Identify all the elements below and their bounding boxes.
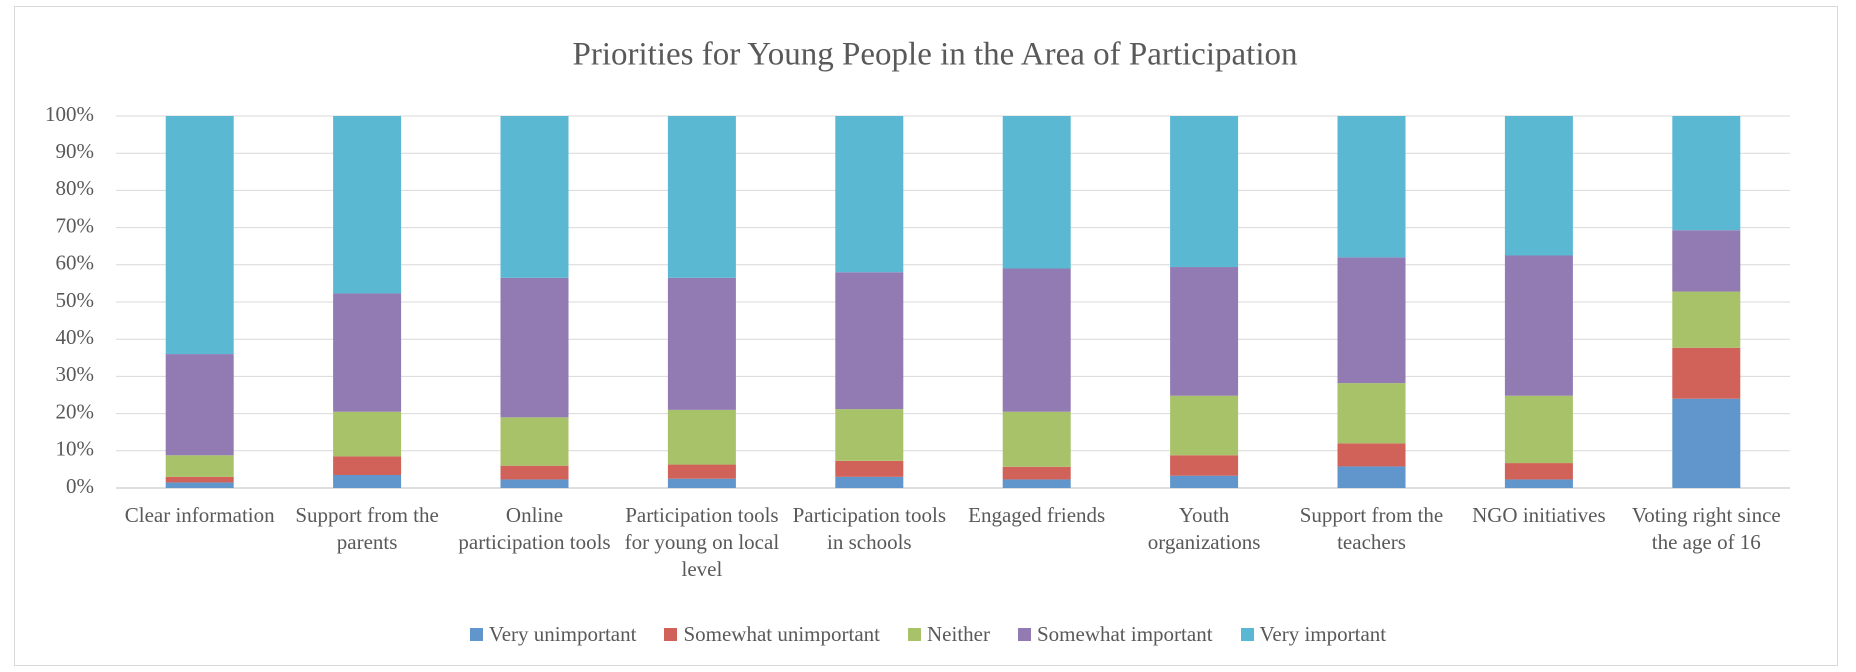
legend-swatch [1017, 628, 1031, 641]
legend-label: Very unimportant [488, 622, 637, 646]
x-tick-label: Youth organizations [1147, 503, 1261, 554]
y-tick-label: 10% [56, 437, 95, 461]
bar-segment [333, 456, 402, 475]
y-tick-label: 40% [56, 325, 95, 349]
bar-segment [667, 277, 736, 410]
bar-segment [500, 479, 569, 488]
bar-segment [1002, 411, 1071, 467]
bar-segment [165, 116, 234, 355]
x-tick-label: Online participation tools [458, 503, 611, 554]
bar-segment [1504, 116, 1573, 256]
bar-segment [165, 455, 234, 477]
bar-segment [1337, 466, 1406, 488]
bar-segment [333, 474, 402, 488]
bar-segment [1672, 116, 1741, 231]
y-tick-label: 80% [56, 176, 95, 200]
bar-segment [1170, 455, 1239, 476]
legend-item: Very unimportant [469, 622, 637, 647]
bar-segment [1504, 255, 1573, 396]
x-tick-label: Participation tools in schools [792, 503, 946, 554]
y-tick-label: 0% [66, 474, 94, 498]
bar-segment [835, 409, 904, 461]
bar-segment [1002, 466, 1071, 480]
bar-segment [667, 464, 736, 479]
bar-segment [835, 460, 904, 477]
legend-swatch [908, 628, 921, 641]
bar-segment [835, 476, 904, 488]
legend-label: Neither [927, 622, 990, 646]
chart-frame [14, 6, 1838, 666]
legend-swatch [664, 628, 678, 641]
legend-item: Very important [1240, 622, 1387, 647]
legend: Very unimportant Somewhat unimportant Neit… [0, 622, 1856, 647]
bar-segment [1672, 291, 1741, 348]
bar-segment [1337, 443, 1406, 467]
x-tick-label: Participation tools for young on local l… [624, 503, 780, 581]
bar-segment [333, 116, 402, 294]
bar-segment [1504, 395, 1573, 464]
y-tick-label: 50% [56, 288, 95, 312]
legend-item: Somewhat important [1017, 622, 1213, 647]
bar-segment [1672, 398, 1741, 488]
bar-segment [333, 293, 402, 412]
legend-swatch [1240, 628, 1254, 641]
x-tick-label: Engaged friends [968, 503, 1106, 527]
bar-segment [333, 411, 402, 457]
legend-label: Somewhat unimportant [683, 622, 880, 646]
bar-segment [1170, 116, 1239, 268]
x-tick-label: NGO initiatives [1472, 503, 1606, 527]
bar-segment [1337, 116, 1406, 258]
bar-segment [667, 478, 736, 488]
bar-segment [1672, 230, 1741, 292]
legend-swatch [469, 628, 483, 641]
bar-segment [1337, 257, 1406, 384]
x-tick-label: Voting right since the age of 16 [1631, 503, 1781, 554]
legend-label: Very important [1259, 622, 1387, 646]
y-tick-label: 90% [56, 139, 95, 163]
bar-segment [1504, 463, 1573, 480]
y-tick-label: 100% [45, 102, 94, 126]
y-tick-label: 60% [56, 251, 95, 275]
bar-segment [1170, 395, 1239, 456]
y-tick-label: 20% [56, 399, 95, 423]
bar-segment [165, 482, 234, 488]
bar-segment [165, 354, 234, 456]
legend-item: Neither [908, 622, 990, 647]
bar-segment [1002, 116, 1071, 269]
x-tick-label: Clear information [124, 503, 275, 527]
bar-segment [1002, 479, 1071, 488]
bar-segment [1170, 475, 1239, 488]
bar-segment [835, 272, 904, 410]
bar-segment [500, 465, 569, 480]
bar-segment [165, 476, 234, 483]
bar-segment [500, 277, 569, 418]
y-tick-label: 70% [56, 213, 95, 237]
bar-segment [667, 409, 736, 465]
legend-item: Somewhat unimportant [664, 622, 880, 647]
bar-segment [1002, 268, 1071, 412]
x-tick-label: Support from the parents [295, 503, 439, 554]
bar-segment [667, 116, 736, 278]
bar-segment [1504, 479, 1573, 488]
bar-segment [1170, 267, 1239, 396]
y-tick-label: 30% [56, 362, 95, 386]
bar-segment [500, 116, 569, 278]
bar-segment [1337, 383, 1406, 444]
bar-segment [1672, 347, 1741, 399]
legend-label: Somewhat important [1036, 622, 1213, 646]
x-tick-label: Support from the teachers [1299, 503, 1444, 554]
chart-title: Priorities for Young People in the Area … [573, 37, 1298, 73]
bar-segment [835, 116, 904, 273]
bar-segment [500, 417, 569, 466]
